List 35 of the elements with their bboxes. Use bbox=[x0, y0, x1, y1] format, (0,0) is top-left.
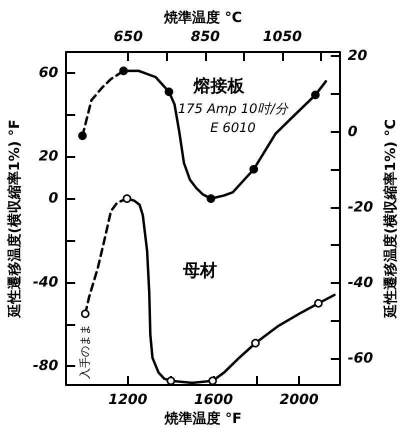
point bbox=[78, 131, 87, 140]
point bbox=[314, 299, 323, 308]
point bbox=[206, 194, 216, 203]
y-tick-label: -40 bbox=[32, 274, 58, 290]
annotation: 175 Amp 10吋/分 bbox=[178, 102, 289, 118]
y-tick-label: 20 bbox=[38, 148, 58, 165]
annotation: E 6010 bbox=[210, 121, 256, 136]
x2-tick-label: 1050 bbox=[262, 29, 302, 45]
y2-tick-label: -40 bbox=[348, 274, 374, 291]
point bbox=[122, 194, 132, 203]
y2-tick-label: 0 bbox=[348, 124, 358, 140]
annotation: 入手のまま bbox=[78, 324, 92, 379]
point bbox=[119, 66, 128, 76]
x-tick-label: 2000 bbox=[280, 392, 319, 408]
x-tick-label: 1200 bbox=[108, 392, 148, 408]
y-tick-label: 60 bbox=[38, 64, 58, 81]
series-label: 熔接板 bbox=[192, 76, 246, 97]
x2-axis-title: 焼準温度 °C bbox=[162, 9, 242, 26]
x-axis-title: 焼準温度 °F bbox=[163, 410, 242, 427]
y-tick-label: -80 bbox=[32, 358, 58, 374]
y-axis-title: 延性遷移温度(横収縮率1%) °F bbox=[6, 119, 23, 319]
point bbox=[164, 87, 174, 96]
y2-tick-label: 20 bbox=[348, 48, 368, 64]
text: 母材 bbox=[182, 260, 218, 281]
point bbox=[311, 90, 320, 100]
y2-tick-label: -20 bbox=[348, 199, 374, 216]
point bbox=[251, 338, 260, 348]
point bbox=[80, 309, 90, 318]
y2-tick-label: -60 bbox=[348, 350, 374, 367]
y-tick-label: 0 bbox=[48, 190, 58, 207]
y2-axis-title: 延性遷移温度(横収縮率1%) °C bbox=[382, 119, 399, 319]
x-tick-label: 1600 bbox=[194, 392, 234, 408]
point bbox=[249, 164, 258, 174]
x2-tick-label: 850 bbox=[190, 29, 220, 45]
x2-tick-label: 650 bbox=[114, 29, 144, 45]
